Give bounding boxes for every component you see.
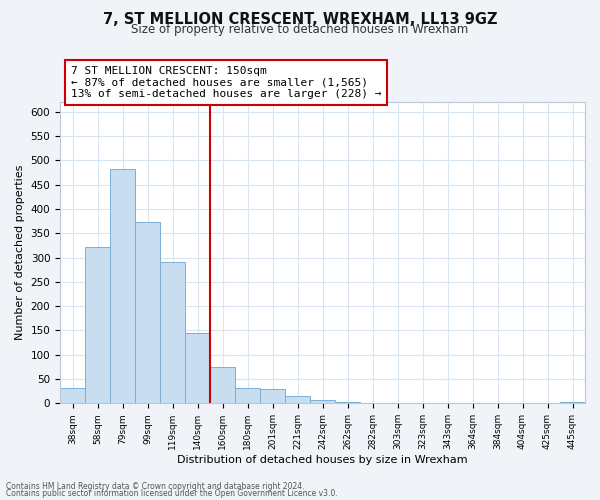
Text: Contains public sector information licensed under the Open Government Licence v3: Contains public sector information licen… (6, 489, 338, 498)
Bar (160, 262, 185, 404)
Bar (335, 402, 360, 404)
Bar (110, 169, 135, 404)
Y-axis label: Number of detached properties: Number of detached properties (15, 165, 25, 340)
Bar (310, 400, 335, 404)
Bar (85, 247, 110, 404)
Bar (210, 367, 235, 404)
Text: 7, ST MELLION CRESCENT, WREXHAM, LL13 9GZ: 7, ST MELLION CRESCENT, WREXHAM, LL13 9G… (103, 12, 497, 28)
Bar (135, 222, 160, 404)
Bar (285, 396, 310, 404)
Text: 7 ST MELLION CRESCENT: 150sqm
← 87% of detached houses are smaller (1,565)
13% o: 7 ST MELLION CRESCENT: 150sqm ← 87% of d… (71, 66, 381, 99)
Bar (260, 390, 285, 404)
Bar (235, 388, 260, 404)
Text: Contains HM Land Registry data © Crown copyright and database right 2024.: Contains HM Land Registry data © Crown c… (6, 482, 305, 491)
Bar (560, 402, 585, 404)
X-axis label: Distribution of detached houses by size in Wrexham: Distribution of detached houses by size … (177, 455, 468, 465)
Bar (185, 333, 210, 404)
Bar (60, 388, 85, 404)
Text: Size of property relative to detached houses in Wrexham: Size of property relative to detached ho… (131, 22, 469, 36)
